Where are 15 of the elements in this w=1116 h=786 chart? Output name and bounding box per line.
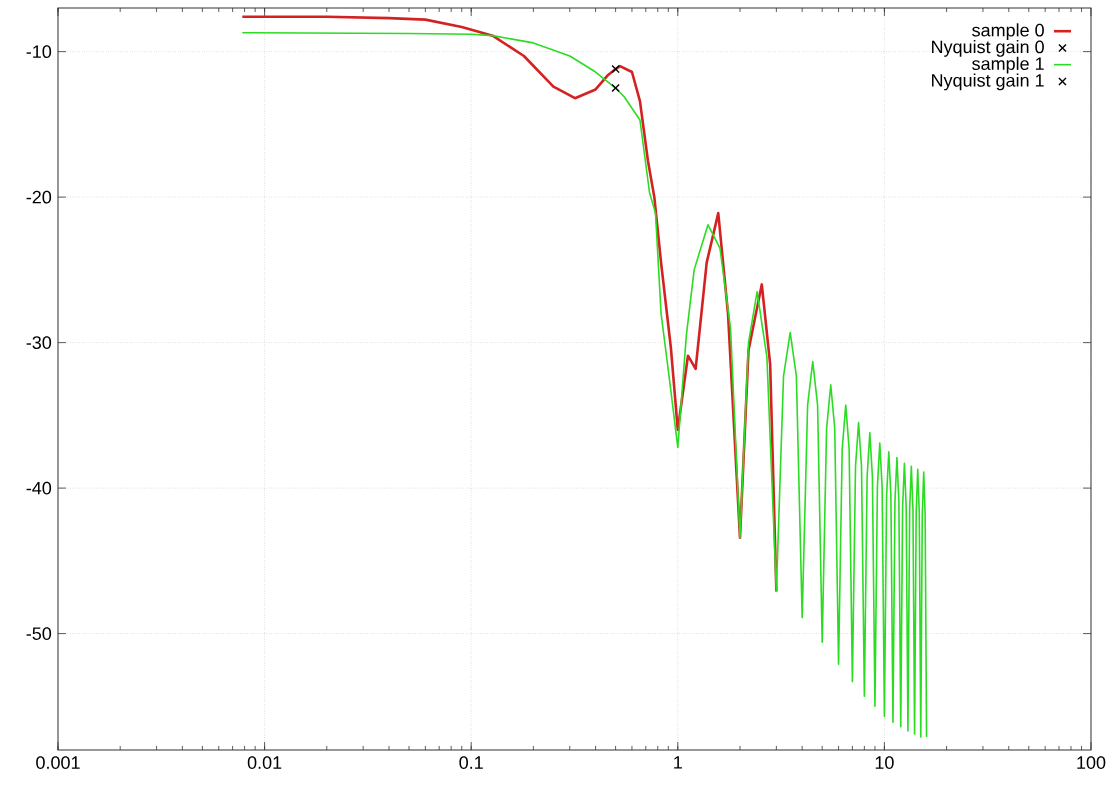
legend-label: Nyquist gain 1 (932, 73, 1044, 91)
legend-label: Nyquist gain 0 (932, 40, 1044, 57)
y-tick-label: -10 (26, 45, 52, 59)
x-tick-label: 1 (674, 756, 682, 769)
x-tick-label: 0.001 (36, 756, 80, 769)
legend-label: sample 1 (972, 56, 1044, 74)
y-tick-label: -50 (26, 627, 52, 640)
y-tick-label: -40 (26, 481, 52, 495)
x-tick-label: 100 (1077, 756, 1106, 769)
x-tick-label: 0.1 (459, 756, 483, 769)
y-tick-label: -20 (26, 190, 52, 204)
legend-label: sample 0 (972, 23, 1044, 41)
x-tick-label: 0.01 (247, 756, 282, 769)
x-tick-label: 10 (875, 756, 894, 769)
y-tick-label: -30 (26, 336, 52, 349)
